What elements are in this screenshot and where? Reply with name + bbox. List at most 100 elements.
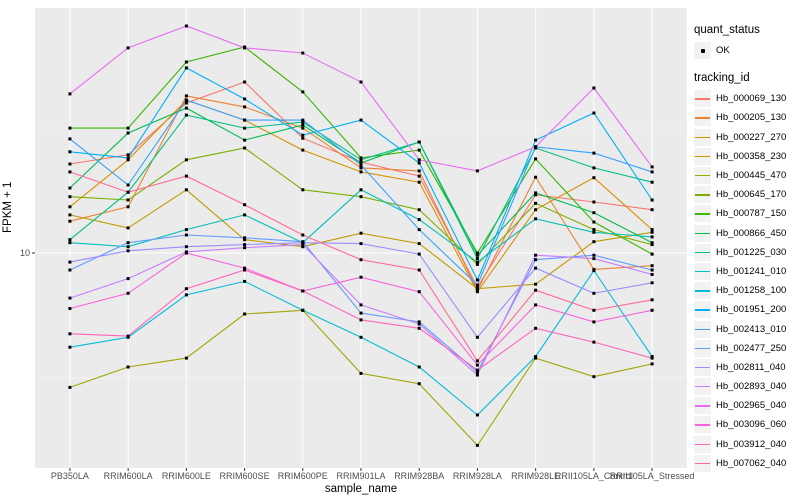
data-point — [301, 118, 305, 122]
data-point — [475, 257, 479, 261]
data-point — [126, 245, 130, 249]
data-point — [475, 359, 479, 363]
series-color-key — [694, 416, 711, 434]
data-point — [359, 303, 363, 307]
data-point — [243, 80, 247, 84]
data-point — [68, 195, 72, 199]
data-point — [475, 251, 479, 255]
data-point — [417, 228, 421, 232]
legend-item-Hb_000866_450: Hb_000866_450 — [694, 224, 800, 243]
data-point — [417, 320, 421, 324]
data-point — [417, 382, 421, 386]
data-point — [68, 260, 72, 264]
series-line-icon — [695, 175, 710, 177]
series-line-icon — [695, 213, 710, 215]
data-point — [126, 158, 130, 162]
data-point — [359, 188, 363, 192]
legend-item-Hb_003096_060: Hb_003096_060 — [694, 415, 800, 434]
data-point — [243, 279, 247, 283]
data-point — [68, 345, 72, 349]
data-point — [650, 298, 654, 302]
x-tick-label: RRIM928LE — [511, 471, 561, 481]
x-tick-label: RRIM600LA — [103, 471, 153, 481]
point-marker-icon — [700, 48, 705, 53]
series-color-key — [694, 262, 711, 280]
data-point — [243, 105, 247, 109]
data-point — [243, 126, 247, 130]
series-color-key — [694, 435, 711, 453]
data-point — [417, 326, 421, 330]
series-line-icon — [695, 117, 710, 119]
legend-item-Hb_002413_010: Hb_002413_010 — [694, 319, 800, 338]
data-point — [592, 253, 596, 257]
data-point — [68, 296, 72, 300]
data-point — [359, 242, 363, 246]
data-point — [475, 287, 479, 291]
data-point — [126, 334, 130, 338]
series-color-key — [694, 128, 711, 146]
series-line-icon — [695, 366, 710, 369]
data-point — [301, 120, 305, 124]
data-point — [650, 170, 654, 174]
data-point — [184, 158, 188, 162]
data-point — [359, 371, 363, 375]
data-point — [126, 131, 130, 135]
data-point — [534, 288, 538, 292]
legend-item-label: Hb_002413_010 — [716, 323, 787, 335]
data-point — [592, 320, 596, 324]
data-point — [650, 252, 654, 256]
data-point — [650, 356, 654, 360]
data-point — [243, 97, 247, 101]
data-point — [650, 243, 654, 247]
series-line-icon — [695, 424, 710, 426]
data-point — [301, 148, 305, 152]
data-point — [301, 51, 305, 55]
data-point — [359, 318, 363, 322]
series-line-icon — [695, 309, 710, 311]
data-point — [475, 363, 479, 367]
x-tick-label: RRIM600LE — [161, 471, 211, 481]
data-point — [126, 205, 130, 209]
legend-item-Hb_000645_170: Hb_000645_170 — [694, 185, 800, 204]
data-point — [243, 312, 247, 316]
data-point — [592, 291, 596, 295]
data-point — [534, 191, 538, 195]
legend-spacer — [694, 60, 800, 72]
data-point — [534, 201, 538, 205]
data-point — [475, 373, 479, 377]
x-tick-label: RRIM600PE — [277, 471, 328, 481]
data-point — [301, 123, 305, 127]
data-point — [126, 183, 130, 187]
legend-item-Hb_001951_200: Hb_001951_200 — [694, 300, 800, 319]
data-point — [475, 368, 479, 372]
data-point — [650, 198, 654, 202]
data-point — [301, 308, 305, 312]
series-line-icon — [695, 462, 710, 465]
legend-item-label: Hb_001225_030 — [716, 246, 787, 258]
data-point — [417, 180, 421, 184]
data-point — [534, 258, 538, 262]
data-point — [592, 340, 596, 344]
series-color-key — [694, 358, 711, 376]
data-point — [650, 241, 654, 245]
data-point — [126, 156, 130, 160]
legend-item-Hb_000787_150: Hb_000787_150 — [694, 204, 800, 223]
data-point — [534, 253, 538, 257]
data-point — [417, 158, 421, 162]
data-point — [417, 322, 421, 326]
data-point — [68, 205, 72, 209]
data-point — [475, 260, 479, 264]
legend-item-label: Hb_000069_130 — [716, 93, 787, 105]
data-point — [184, 174, 188, 178]
series-line-icon — [695, 443, 710, 446]
legend-item-Hb_000069_130: Hb_000069_130 — [694, 89, 800, 108]
data-point — [359, 335, 363, 339]
series-line-icon — [695, 270, 710, 273]
series-line-icon — [695, 232, 710, 234]
data-point — [359, 195, 363, 199]
data-point — [592, 230, 596, 234]
legend-item-label: Hb_000645_170 — [716, 189, 787, 201]
series-line-icon — [695, 251, 710, 254]
x-tick-label: PB350LA — [50, 471, 89, 481]
